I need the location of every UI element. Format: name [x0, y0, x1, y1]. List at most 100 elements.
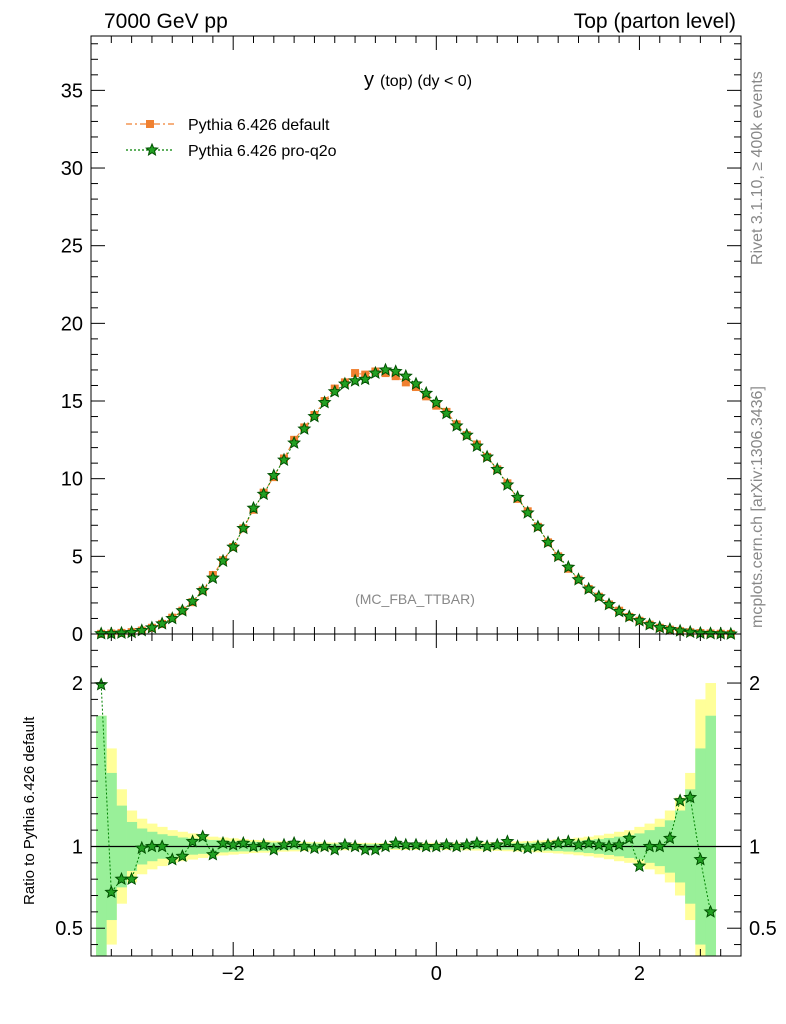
ratio-point — [175, 849, 190, 863]
ratio-point — [693, 852, 708, 866]
ratio-point — [429, 839, 444, 853]
watermark: (MC_FBA_TTBAR) — [355, 591, 475, 607]
ratio-y-tick-label-right: 0.5 — [749, 918, 777, 940]
ratio-point — [378, 839, 393, 853]
ratio-point — [297, 839, 312, 853]
mcplots-caption: mcplots.cern.ch [arXiv:1306.3436] — [749, 386, 766, 628]
point-proq2o — [662, 621, 677, 636]
point-proq2o — [175, 603, 190, 617]
point-proq2o — [287, 435, 302, 449]
legend-label-default: Pythia 6.426 default — [188, 117, 330, 134]
point-proq2o — [652, 620, 667, 634]
point-proq2o — [388, 364, 403, 378]
ratio-point — [622, 831, 637, 845]
point-proq2o — [368, 365, 383, 379]
ratio-point — [205, 847, 220, 861]
ratio-point — [662, 831, 677, 845]
point-proq2o — [419, 385, 434, 400]
point-proq2o — [571, 572, 586, 586]
point-proq2o — [612, 604, 627, 618]
point-proq2o — [520, 505, 535, 519]
point-proq2o — [551, 548, 566, 563]
y-tick-label: 5 — [72, 546, 83, 568]
ratio-point — [388, 835, 403, 850]
ratio-point — [591, 837, 606, 851]
x-tick-label: 2 — [634, 963, 645, 985]
ratio-point — [459, 837, 474, 851]
ratio-y-tick-label-right: 2 — [749, 673, 760, 695]
y-tick-label: 25 — [61, 236, 83, 258]
point-proq2o — [632, 613, 647, 627]
band-inner — [96, 715, 107, 956]
ratio-point — [652, 839, 667, 853]
point-proq2o — [541, 535, 555, 549]
ratio-point — [94, 677, 109, 691]
y-tick-label: 20 — [61, 313, 83, 335]
point-proq2o — [500, 477, 515, 491]
y-tick-label: 15 — [61, 391, 83, 413]
point-proq2o — [449, 418, 464, 432]
header-right: Top (parton level) — [574, 10, 736, 33]
point-proq2o — [510, 489, 525, 504]
rivet-caption: Rivet 3.1.10, ≥ 400k events — [749, 71, 766, 265]
ratio-point — [236, 835, 251, 850]
legend-star-shape — [145, 142, 159, 156]
ratio-point — [561, 834, 576, 848]
point-proq2o — [459, 427, 474, 442]
ratio-point — [571, 837, 586, 851]
ratio-plot-area — [91, 677, 741, 956]
y-tick-label: 30 — [61, 158, 83, 180]
band-inner — [705, 715, 717, 956]
ratio-point — [348, 839, 363, 853]
ratio-point — [632, 858, 647, 873]
ratio-point — [409, 837, 423, 851]
ratio-y-tick-label-left: 1 — [72, 836, 83, 858]
point-proq2o — [236, 521, 251, 535]
ratio-point — [287, 835, 302, 850]
ratio-point — [124, 871, 139, 886]
point-proq2o — [642, 617, 657, 631]
ratio-point — [439, 837, 454, 851]
ratio-point — [246, 839, 261, 853]
point-proq2o — [469, 438, 484, 452]
point-proq2o — [358, 372, 373, 386]
main-panel: 0 5 10 15 20 25 30 35 y (top) (dy < 0) (MC_FBA_T… — [61, 35, 742, 646]
ratio-point — [266, 842, 281, 856]
ratio-point — [520, 840, 535, 855]
legend-entry-proq2o: Pythia 6.426 pro-q2o — [126, 142, 337, 160]
legend-marker-default — [146, 120, 154, 128]
header-left: 7000 GeV pp — [104, 10, 228, 33]
point-default — [351, 369, 360, 378]
main-axes: 0 5 10 15 20 25 30 35 — [61, 36, 742, 646]
ratio-y-tick-label-right: 1 — [749, 836, 760, 858]
point-proq2o — [297, 421, 312, 435]
point-proq2o — [317, 395, 332, 409]
ratio-point — [703, 904, 718, 918]
point-proq2o — [581, 581, 596, 595]
ratio-panel: 0.5 0.5 1 1 2 2 −2 0 2 Ratio to Pythia 6.426 def… — [21, 633, 777, 985]
legend-entry-default: Pythia 6.426 default — [126, 117, 330, 134]
point-proq2o — [409, 376, 423, 390]
ratio-point — [581, 835, 596, 850]
point-proq2o — [530, 519, 545, 533]
ratio-point — [216, 835, 230, 850]
ratio-point — [368, 842, 383, 856]
point-proq2o — [216, 553, 230, 567]
point-proq2o — [246, 500, 261, 515]
point-proq2o — [256, 486, 271, 501]
point-proq2o — [307, 409, 322, 423]
ratio-point — [490, 837, 505, 851]
point-proq2o — [398, 368, 413, 383]
plot-title-main: y — [364, 69, 374, 91]
point-proq2o — [134, 623, 149, 637]
ratio-point — [327, 842, 342, 856]
ratio-point — [277, 837, 291, 851]
ratio-point — [226, 837, 241, 851]
point-proq2o — [337, 376, 352, 390]
ratio-point — [480, 839, 495, 853]
point-proq2o — [429, 395, 444, 409]
point-proq2o — [378, 362, 393, 376]
y-tick-label: 35 — [61, 80, 83, 102]
ratio-point — [612, 837, 627, 851]
